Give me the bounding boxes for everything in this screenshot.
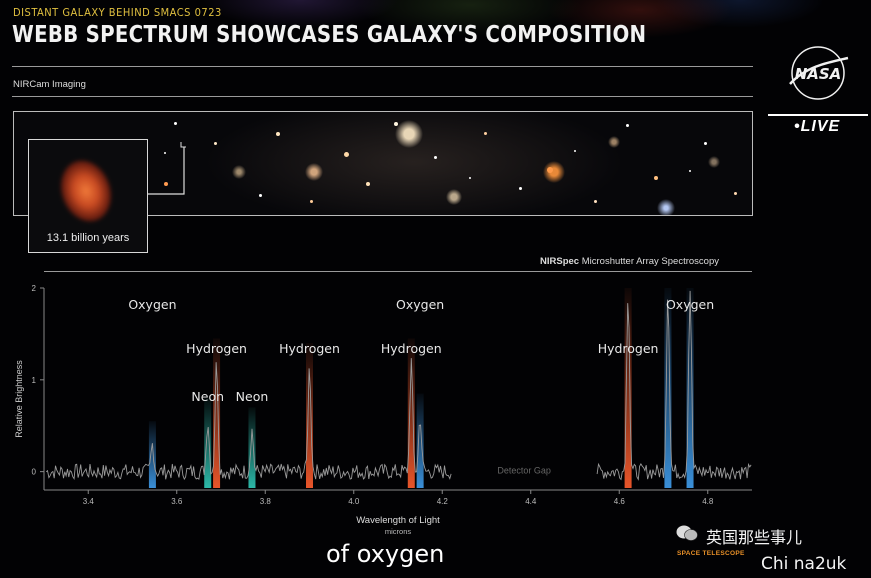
emission-line-neon [204,398,212,488]
header-divider [12,66,753,67]
imaging-section-label: NIRCam Imaging [13,79,86,90]
spectroscopy-section-label: NIRSpec Microshutter Array Spectroscopy [540,256,719,267]
spectrum-trace [45,358,452,481]
emission-line-oxygen [664,288,672,488]
y-tick-label: 2 [32,284,37,293]
x-tick-label: 4.4 [525,497,537,506]
line-label-oxygen: Oxygen [666,297,714,312]
page-title: WEBB SPECTRUM SHOWCASES GALAXY'S COMPOSI… [12,22,647,48]
x-tick-label: 4.6 [614,497,626,506]
line-label-oxygen: Oxygen [396,297,444,312]
imaging-divider [12,96,753,97]
line-label-neon: Neon [191,389,224,404]
line-label-hydrogen: Hydrogen [186,341,247,356]
y-axis-label: Relative Brightness [14,360,24,438]
y-tick-label: 0 [32,468,37,477]
live-label: LIVE [800,118,841,135]
line-label-oxygen: Oxygen [128,297,176,312]
line-label-neon: Neon [236,389,269,404]
nasa-logo: NASA [789,46,849,100]
header-background [0,0,871,70]
nasa-logo-text: NASA [795,65,842,83]
emission-line-oxygen [416,393,424,488]
emission-line-neon [248,407,256,488]
watermark-site: Chi na2uk [761,554,847,574]
live-badge: •LIVE [794,118,841,135]
x-tick-label: 4.2 [437,497,449,506]
spectroscopy-instrument: NIRSpec [540,256,580,267]
spectrum-trace [596,290,752,481]
x-tick-label: 4.0 [348,497,360,506]
x-tick-label: 4.8 [702,497,714,506]
spectroscopy-method: Microshutter Array Spectroscopy [579,256,719,267]
line-label-hydrogen: Hydrogen [279,341,340,356]
x-tick-label: 3.6 [171,497,183,506]
x-tick-label: 3.4 [83,497,95,506]
y-tick-label: 1 [32,376,37,385]
x-tick-label: 3.8 [260,497,272,506]
space-telescope-label: SPACE TELESCOPE [677,550,745,557]
emission-line-hydrogen [213,338,221,488]
galaxy-age-label: 13.1 billion years [46,232,130,244]
emission-line-hydrogen [407,338,415,488]
galaxy-inset: 13.1 billion years [28,139,148,253]
line-label-hydrogen: Hydrogen [381,341,442,356]
spectroscopy-divider [44,271,752,272]
live-divider [768,114,868,116]
emission-line-hydrogen [624,288,632,488]
x-axis-unit: microns [385,527,412,536]
wechat-icon [676,525,698,541]
inset-connector [146,142,186,195]
subtitle-caption: of oxygen [326,540,445,568]
watermark-channel-name: 英国那些事儿 [706,528,803,547]
line-label-hydrogen: Hydrogen [598,341,659,356]
spectrum-chart: 0 1 2 3.4 3.6 3.8 4.0 4.2 4.4 4.6 4.8 Detector Gap O… [14,284,752,536]
emission-line-oxygen [148,421,156,488]
x-axis-label: Wavelength of Light [356,515,440,526]
detector-gap-label: Detector Gap [497,465,551,475]
header-kicker: DISTANT GALAXY BEHIND SMACS 0723 [13,6,222,19]
emission-line-hydrogen [306,343,313,488]
galaxy-image [52,153,120,229]
emission-line-oxygen [686,288,694,488]
